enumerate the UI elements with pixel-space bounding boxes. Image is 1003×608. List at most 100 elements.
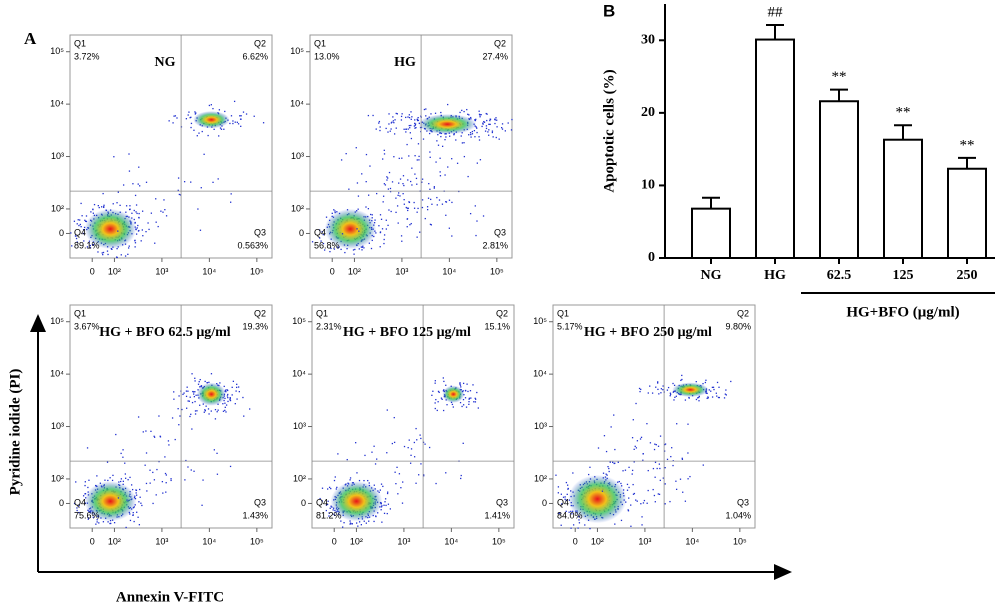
- event-dot: [178, 395, 180, 397]
- event-dot: [571, 513, 573, 515]
- event-dot: [495, 136, 497, 139]
- event-dot: [417, 143, 420, 145]
- event-dot: [379, 126, 381, 128]
- event-dot: [326, 503, 329, 506]
- event-dot: [138, 166, 140, 168]
- y-tick-label: 10⁴: [290, 99, 304, 109]
- event-dot: [570, 527, 572, 529]
- event-dot: [230, 201, 232, 203]
- event-dot: [422, 138, 425, 140]
- event-dot: [231, 386, 233, 388]
- event-dot: [162, 492, 164, 494]
- x-tick-label: 125: [893, 268, 914, 283]
- event-dot: [408, 155, 410, 157]
- event-dot: [328, 515, 330, 517]
- quadrant-name: Q2: [496, 308, 508, 318]
- event-dot: [439, 175, 442, 177]
- event-dot: [374, 219, 376, 221]
- event-dot: [395, 127, 397, 129]
- event-dot: [664, 443, 666, 446]
- event-dot: [134, 221, 136, 224]
- quadrant-name: Q1: [74, 38, 86, 48]
- event-dot: [145, 181, 148, 183]
- event-dot: [386, 179, 388, 181]
- event-dot: [479, 114, 481, 116]
- event-dot: [132, 511, 134, 514]
- event-dot: [178, 424, 180, 426]
- event-dot: [188, 111, 190, 113]
- event-dot: [229, 122, 231, 125]
- event-dot: [584, 524, 586, 526]
- event-dot: [348, 188, 350, 190]
- event-dot: [434, 380, 436, 382]
- event-dot: [355, 147, 357, 149]
- event-dot: [124, 473, 127, 475]
- event-dot: [431, 394, 433, 396]
- event-dot: [122, 456, 124, 458]
- event-dot: [626, 489, 629, 491]
- event-dot: [447, 103, 449, 106]
- event-dot: [329, 250, 331, 253]
- event-dot: [102, 521, 105, 523]
- event-dot: [632, 419, 634, 421]
- event-dot: [135, 492, 137, 494]
- event-dot: [389, 508, 391, 510]
- event-dot: [472, 384, 474, 386]
- event-dot: [229, 399, 231, 401]
- density-core: [330, 481, 383, 522]
- plot-frame: [552, 304, 756, 529]
- event-dot: [197, 208, 199, 210]
- event-dot: [84, 220, 87, 222]
- event-dot: [632, 483, 634, 486]
- event-dot: [236, 383, 238, 385]
- event-dot: [466, 108, 468, 111]
- quadrant-percent: 75.6%: [74, 510, 100, 520]
- event-dot: [702, 382, 704, 385]
- event-dot: [424, 217, 426, 220]
- event-dot: [687, 423, 689, 425]
- event-dot: [420, 437, 422, 440]
- y-tick-label: 10⁵: [290, 46, 304, 56]
- event-dot: [183, 392, 185, 394]
- event-dot: [391, 121, 393, 123]
- event-dot: [190, 469, 192, 471]
- event-dot: [237, 386, 240, 388]
- event-dot: [381, 521, 383, 523]
- group-label: HG+BFO (μg/ml): [846, 304, 959, 320]
- event-dot: [204, 409, 206, 411]
- event-dot: [498, 138, 500, 140]
- event-dot: [134, 242, 137, 244]
- event-dot: [334, 476, 336, 478]
- event-dot: [627, 510, 630, 512]
- event-dot: [643, 499, 646, 502]
- event-dot: [429, 151, 431, 153]
- quadrant-name: Q3: [737, 497, 749, 507]
- event-dot: [191, 428, 193, 430]
- quadrant-percent: 15.1%: [484, 321, 510, 331]
- bar: [947, 167, 987, 259]
- event-dot: [183, 181, 186, 183]
- event-dot: [390, 128, 392, 130]
- event-dot: [656, 467, 658, 470]
- event-dot: [95, 214, 98, 217]
- event-dot: [365, 206, 367, 208]
- panel-title: HG + BFO 250 μg/ml: [584, 325, 712, 340]
- event-dot: [478, 139, 481, 141]
- event-dot: [207, 408, 210, 410]
- event-dot: [190, 126, 192, 129]
- event-dot: [462, 382, 465, 385]
- quadrant-percent: 27.4%: [482, 51, 508, 61]
- event-dot: [373, 520, 375, 523]
- event-dot: [633, 448, 635, 450]
- event-dot: [681, 458, 684, 460]
- event-dot: [682, 491, 684, 493]
- y-axis-label: Apoptotic cells (%): [601, 69, 617, 192]
- event-dot: [707, 396, 709, 398]
- event-dot: [145, 231, 147, 233]
- event-dot: [434, 407, 436, 410]
- event-dot: [365, 180, 367, 183]
- event-dot: [360, 524, 363, 526]
- event-dot: [620, 519, 623, 522]
- event-dot: [122, 449, 124, 451]
- event-dot: [85, 220, 88, 223]
